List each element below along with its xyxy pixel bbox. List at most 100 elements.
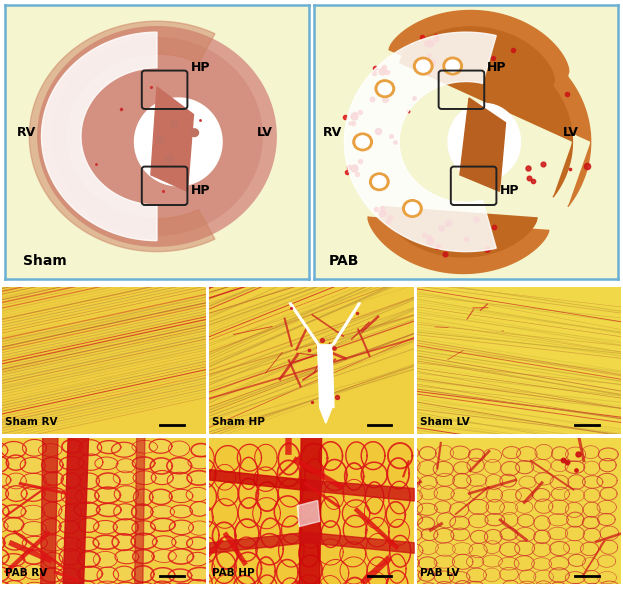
Polygon shape [549, 500, 569, 514]
Polygon shape [452, 543, 473, 555]
Polygon shape [451, 528, 470, 541]
Polygon shape [74, 502, 100, 517]
Circle shape [402, 199, 422, 217]
Polygon shape [277, 559, 298, 585]
Polygon shape [515, 540, 535, 556]
Polygon shape [403, 528, 422, 541]
Polygon shape [300, 500, 319, 525]
Polygon shape [95, 487, 120, 503]
Polygon shape [0, 473, 11, 487]
Polygon shape [597, 555, 616, 567]
Polygon shape [419, 557, 437, 569]
Polygon shape [321, 521, 340, 548]
Polygon shape [502, 580, 520, 590]
Polygon shape [39, 444, 62, 456]
Polygon shape [436, 473, 455, 486]
Polygon shape [297, 500, 320, 527]
Polygon shape [469, 486, 487, 500]
Circle shape [353, 133, 373, 150]
Polygon shape [253, 497, 280, 529]
Polygon shape [57, 537, 82, 551]
Polygon shape [388, 443, 412, 468]
Polygon shape [324, 483, 344, 509]
Polygon shape [150, 458, 173, 474]
Circle shape [170, 119, 178, 127]
Polygon shape [598, 448, 618, 461]
Polygon shape [218, 482, 239, 506]
Polygon shape [500, 474, 516, 487]
Polygon shape [150, 489, 172, 504]
Polygon shape [343, 515, 367, 544]
Polygon shape [450, 516, 469, 530]
Polygon shape [255, 444, 277, 471]
Polygon shape [454, 462, 470, 474]
Polygon shape [151, 568, 175, 583]
Polygon shape [402, 557, 419, 569]
Polygon shape [299, 519, 321, 548]
Polygon shape [21, 505, 45, 520]
Polygon shape [548, 527, 568, 540]
Polygon shape [115, 550, 139, 563]
Polygon shape [97, 441, 121, 454]
Circle shape [190, 129, 199, 136]
Polygon shape [518, 514, 534, 527]
Polygon shape [500, 542, 520, 556]
Polygon shape [435, 445, 454, 460]
Polygon shape [0, 581, 11, 590]
Circle shape [414, 57, 433, 75]
Circle shape [378, 83, 391, 95]
Polygon shape [419, 540, 438, 555]
Polygon shape [389, 481, 410, 514]
Polygon shape [453, 473, 471, 488]
Polygon shape [78, 566, 102, 581]
Polygon shape [434, 571, 454, 584]
Polygon shape [78, 454, 103, 470]
Polygon shape [332, 303, 361, 345]
Text: Sham LV: Sham LV [420, 417, 470, 427]
Text: RV: RV [323, 126, 343, 139]
Polygon shape [59, 504, 82, 521]
Circle shape [356, 136, 369, 148]
Polygon shape [386, 571, 408, 590]
Polygon shape [169, 520, 193, 535]
Polygon shape [6, 486, 27, 502]
Polygon shape [193, 571, 212, 590]
Polygon shape [563, 540, 584, 554]
Text: PAB RV: PAB RV [5, 568, 47, 578]
Polygon shape [198, 537, 216, 562]
Polygon shape [400, 458, 420, 473]
Polygon shape [132, 521, 155, 535]
Polygon shape [566, 526, 584, 541]
Polygon shape [452, 554, 473, 569]
Polygon shape [448, 103, 520, 181]
Polygon shape [57, 568, 80, 582]
Polygon shape [460, 98, 505, 191]
Polygon shape [169, 489, 193, 503]
Polygon shape [59, 520, 79, 533]
Polygon shape [238, 498, 261, 527]
Circle shape [375, 80, 394, 97]
Polygon shape [0, 549, 9, 565]
Polygon shape [533, 489, 550, 502]
Polygon shape [516, 447, 537, 461]
Polygon shape [568, 584, 585, 590]
Polygon shape [274, 496, 301, 527]
Text: PAB: PAB [329, 254, 359, 268]
Polygon shape [22, 550, 45, 564]
Polygon shape [95, 457, 118, 470]
Polygon shape [514, 556, 535, 571]
Polygon shape [113, 471, 136, 485]
Polygon shape [299, 555, 322, 584]
Polygon shape [114, 582, 138, 590]
Polygon shape [483, 449, 502, 463]
Polygon shape [450, 572, 470, 584]
Polygon shape [419, 447, 436, 460]
Polygon shape [151, 506, 174, 519]
Polygon shape [257, 557, 275, 586]
Polygon shape [518, 581, 536, 590]
Polygon shape [96, 581, 118, 590]
Polygon shape [534, 530, 550, 543]
Polygon shape [21, 522, 47, 536]
Polygon shape [361, 442, 385, 470]
Polygon shape [551, 459, 568, 471]
